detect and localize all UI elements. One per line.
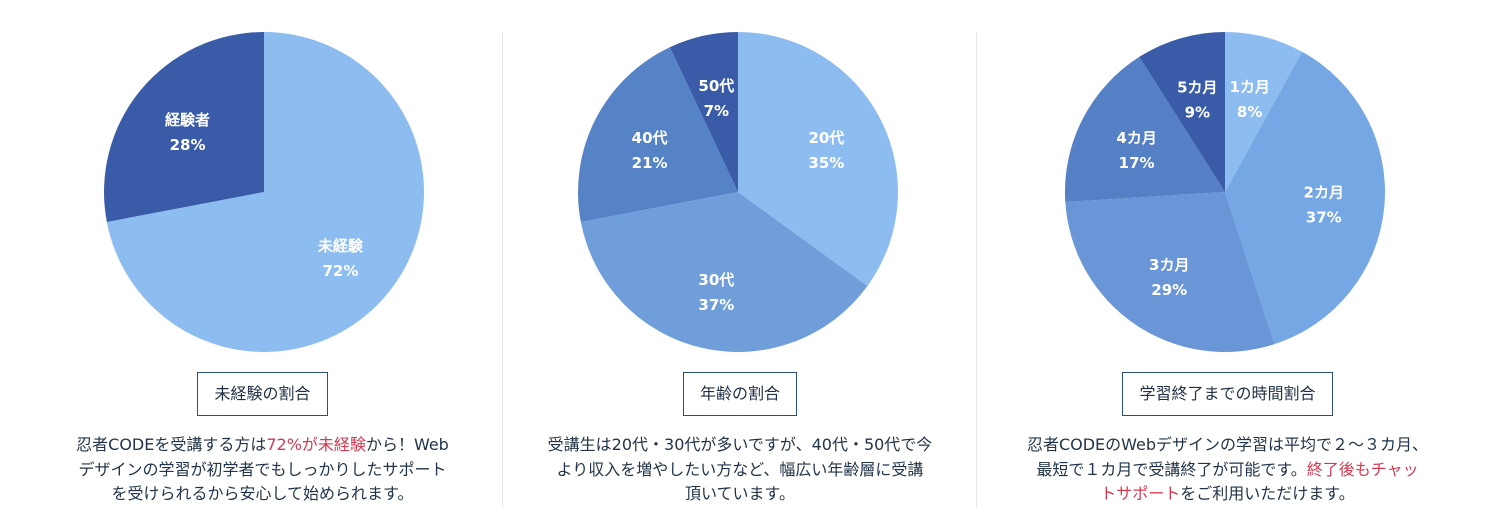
- description-inexperienced: 忍者CODEを受講する方は72%が未経験から！Web デザインの学習が初学者でも…: [76, 435, 449, 503]
- pie-chart-experience: 未経験 72% 経験者 28%: [103, 32, 425, 353]
- caption-completion-time-ratio: 学習終了までの時間割合: [1122, 372, 1333, 416]
- panel-age-ratio: 20代 35% 30代 37% 40代 21% 50代 7% 年齢の割合 受講生は20代・30…: [505, 0, 975, 528]
- panel-completion-time-ratio: 1カ月 8% 2カ月 37% 3カ月 29% 4カ月 17% 5カ月 9% 学習終了までの時間割合…: [975, 0, 1480, 528]
- slice-category-label: 未経験: [317, 237, 364, 255]
- slice-category-label: 4カ月: [1116, 129, 1156, 147]
- slice-percent-label: 9%: [1185, 104, 1210, 122]
- pie-slice-5カ月: [1139, 32, 1225, 192]
- slice-percent-label: 29%: [1151, 281, 1187, 299]
- slice-percent-label: 28%: [170, 136, 206, 154]
- slice-percent-label: 35%: [808, 154, 844, 172]
- pie-slice-2カ月: [1225, 51, 1386, 345]
- slice-category-label: 3カ月: [1149, 256, 1189, 274]
- pie-slice-40代: [578, 47, 738, 222]
- highlight-chat-support: 終了後もチャッ: [1306, 459, 1419, 479]
- pie-slice-4カ月: [1065, 56, 1225, 203]
- caption-inexperienced-ratio: 未経験の割合: [197, 372, 328, 416]
- slice-percent-label: 37%: [1306, 208, 1342, 226]
- slice-percent-label: 17%: [1119, 154, 1155, 172]
- slice-category-label: 2カ月: [1304, 183, 1344, 201]
- slice-percent-label: 72%: [322, 262, 358, 280]
- pie-slice-30代: [580, 192, 868, 353]
- divider: [502, 32, 503, 508]
- slice-category-label: 40代: [632, 129, 668, 147]
- slice-category-label: 50代: [698, 77, 734, 95]
- slice-category-label: 1カ月: [1229, 78, 1269, 96]
- pie-slice-20代: [738, 32, 898, 287]
- pie-slice-1カ月: [1225, 32, 1303, 192]
- highlight-chat-support-cont: トサポート: [1100, 484, 1181, 503]
- description-completion-time: 忍者CODEのWebデザインの学習は平均で２〜３カ月、 最短で１カ月で受講終了が…: [1026, 435, 1429, 503]
- pie-chart-age: 20代 35% 30代 37% 40代 21% 50代 7%: [578, 32, 898, 353]
- slice-category-label: 経験者: [165, 111, 210, 129]
- pie-chart-completion-time: 1カ月 8% 2カ月 37% 3カ月 29% 4カ月 17% 5カ月 9%: [1065, 32, 1386, 352]
- slice-percent-label: 21%: [632, 154, 668, 172]
- panel-inexperienced-ratio: 未経験 72% 経験者 28% 未経験の割合 忍者CODEを受講する方は72%が未経験…: [20, 0, 505, 528]
- slice-category-label: 5カ月: [1177, 79, 1217, 97]
- slice-percent-label: 7%: [704, 102, 729, 120]
- pie-slice-3カ月: [1065, 192, 1275, 352]
- pie-slice-経験者: [103, 32, 264, 222]
- caption-age-ratio: 年齢の割合: [682, 372, 797, 416]
- slice-category-label: 20代: [808, 129, 844, 147]
- slice-percent-label: 8%: [1237, 103, 1262, 121]
- divider: [976, 32, 977, 508]
- highlight-72-percent: 72%が未経験: [266, 435, 366, 454]
- description-age: 受講生は20代・30代が多いですが、40代・50代で今 より収入を増やしたい方な…: [547, 435, 933, 503]
- pie-slice-50代: [669, 32, 738, 192]
- slice-percent-label: 37%: [698, 296, 734, 314]
- pie-slice-未経験: [106, 32, 425, 353]
- slice-category-label: 30代: [698, 271, 734, 289]
